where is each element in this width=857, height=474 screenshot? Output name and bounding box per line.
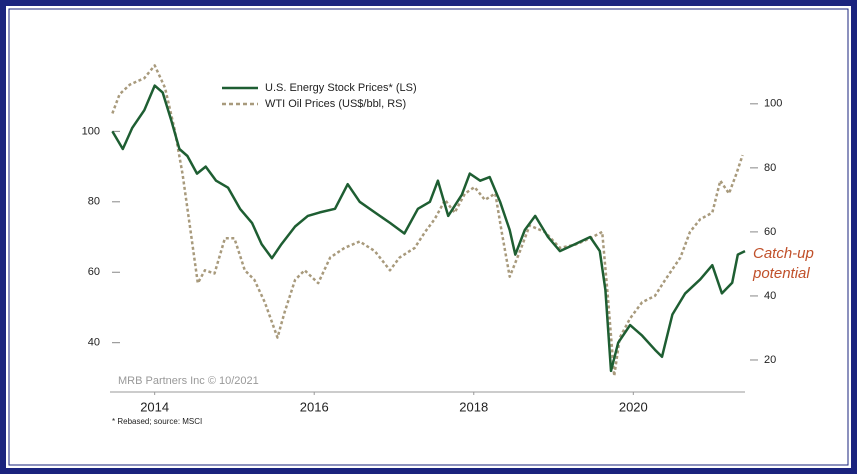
series-line bbox=[111, 64, 744, 378]
frame-inner bbox=[8, 8, 849, 466]
series-line bbox=[111, 84, 746, 373]
legend-label: WTI Oil Prices (US$/bbl, RS) bbox=[265, 98, 406, 110]
y2-tick-label: 80 bbox=[764, 162, 776, 174]
y2-tick-label: 40 bbox=[764, 290, 776, 302]
y-tick-label: 60 bbox=[88, 266, 100, 278]
x-tick-label: 2018 bbox=[459, 399, 488, 414]
x-tick-label: 2016 bbox=[300, 399, 329, 414]
footnote: * Rebased; source: MSCI bbox=[112, 417, 202, 426]
y2-tick-label: 100 bbox=[764, 98, 782, 110]
x-tick-label: 2014 bbox=[140, 399, 169, 414]
y-tick-label: 80 bbox=[88, 196, 100, 208]
x-tick-label: 2020 bbox=[619, 399, 648, 414]
credit: MRB Partners Inc © 10/2021 bbox=[118, 375, 259, 387]
y-tick-label: 100 bbox=[82, 125, 100, 137]
legend-label: U.S. Energy Stock Prices* (LS) bbox=[265, 82, 417, 94]
annotation: Catch-up bbox=[753, 245, 814, 262]
y-tick-label: 40 bbox=[88, 337, 100, 349]
y2-tick-label: 60 bbox=[764, 226, 776, 238]
y2-tick-label: 20 bbox=[764, 354, 776, 366]
annotation: potential bbox=[752, 265, 810, 282]
